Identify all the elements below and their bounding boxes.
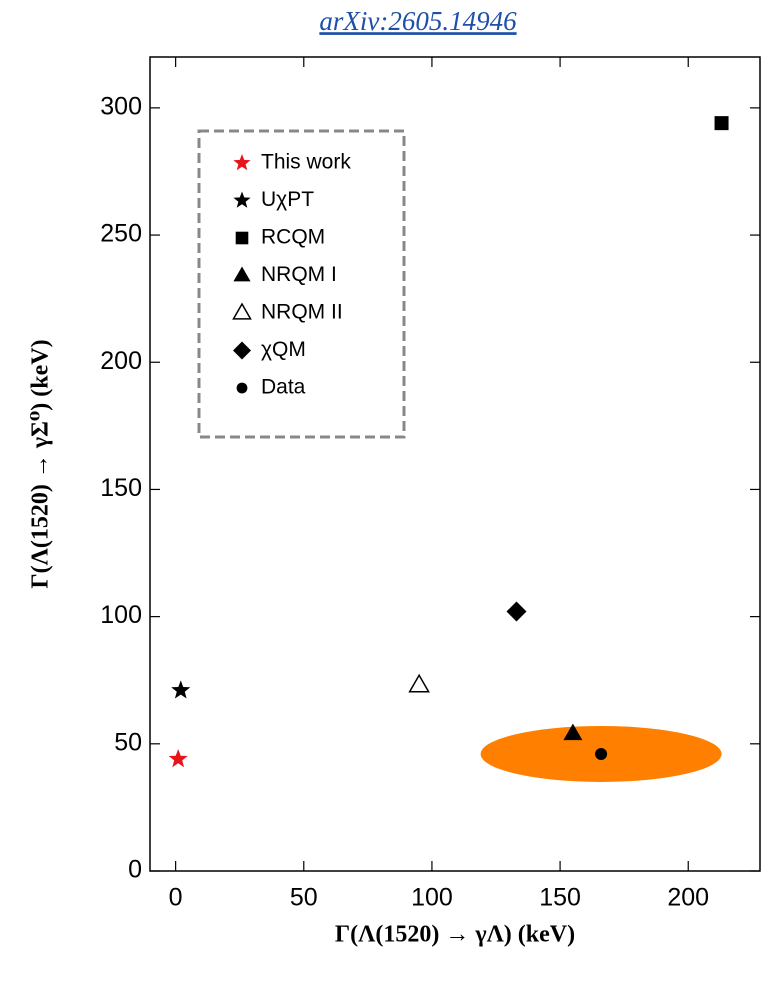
x-tick-label: 150 (539, 884, 581, 912)
y-tick-label: 100 (100, 601, 142, 629)
diamond-marker (506, 601, 527, 622)
y-axis-label: Γ(Λ(1520) → γΣ⁰) (keV) (28, 339, 54, 588)
star-marker (171, 680, 191, 699)
legend-marker (235, 231, 249, 245)
star-marker (168, 749, 188, 768)
y-tick-label: 200 (100, 347, 142, 375)
y-tick-label: 0 (128, 856, 142, 884)
x-axis-label: Γ(Λ(1520) → γΛ) (keV) (335, 922, 575, 948)
triangle-marker (563, 723, 583, 741)
x-tick-label: 200 (667, 884, 709, 912)
x-tick-label: 100 (411, 884, 453, 912)
legend-box (197, 129, 406, 439)
legend-marker (233, 191, 251, 208)
legend-marker (233, 154, 251, 171)
legend-label: NRQM II (261, 301, 343, 324)
legend-label: Data (261, 376, 306, 399)
legend-marker (233, 341, 251, 360)
legend-label: χQM (261, 338, 306, 361)
legend-marker (232, 302, 252, 320)
legend-label: UχPT (261, 188, 314, 211)
chart-title[interactable]: arXiv:2605.14946 (319, 6, 517, 36)
square-marker (714, 116, 729, 131)
legend-label: This work (261, 151, 351, 174)
plot-frame (149, 56, 761, 872)
legend-marker (236, 382, 248, 394)
legend-label: RCQM (261, 226, 325, 249)
y-tick-label: 50 (114, 728, 142, 756)
y-tick-label: 300 (100, 92, 142, 120)
legend-marker (233, 266, 251, 282)
y-tick-label: 250 (100, 220, 142, 248)
y-tick-label: 150 (100, 474, 142, 502)
title-link[interactable]: arXiv:2605.14946 (319, 6, 517, 36)
triangle-marker (408, 673, 430, 693)
circle-marker (595, 747, 608, 760)
x-tick-label: 0 (169, 884, 183, 912)
x-tick-label: 50 (290, 884, 318, 912)
legend-label: NRQM I (261, 263, 337, 286)
